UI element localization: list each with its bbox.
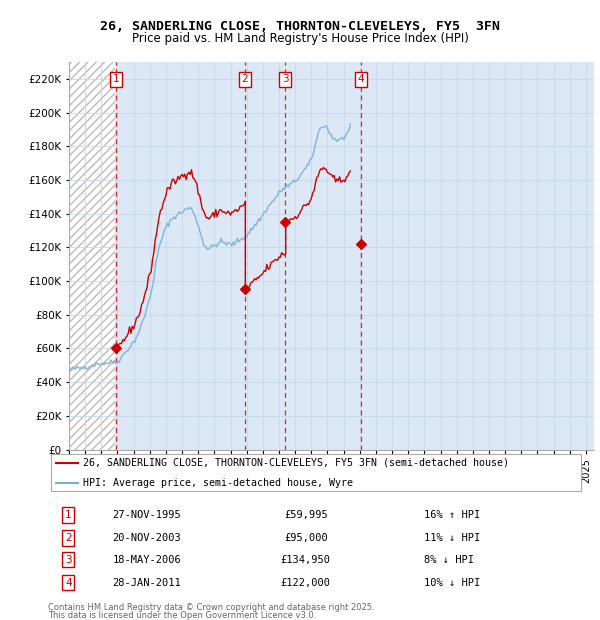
- Text: 16% ↑ HPI: 16% ↑ HPI: [424, 510, 480, 520]
- Text: 1: 1: [113, 74, 119, 84]
- Text: £59,995: £59,995: [284, 510, 328, 520]
- Text: 3: 3: [65, 555, 72, 565]
- Text: 18-MAY-2006: 18-MAY-2006: [112, 555, 181, 565]
- Text: 11% ↓ HPI: 11% ↓ HPI: [424, 533, 480, 543]
- Text: 2: 2: [242, 74, 248, 84]
- Text: 2: 2: [65, 533, 72, 543]
- Text: 26, SANDERLING CLOSE, THORNTON-CLEVELEYS, FY5 3FN (semi-detached house): 26, SANDERLING CLOSE, THORNTON-CLEVELEYS…: [83, 458, 509, 467]
- Text: £134,950: £134,950: [281, 555, 331, 565]
- Text: 26, SANDERLING CLOSE, THORNTON-CLEVELEYS, FY5  3FN: 26, SANDERLING CLOSE, THORNTON-CLEVELEYS…: [100, 20, 500, 33]
- Text: 8% ↓ HPI: 8% ↓ HPI: [424, 555, 474, 565]
- Bar: [69, 62, 115, 450]
- Bar: [69, 62, 115, 450]
- Text: 20-NOV-2003: 20-NOV-2003: [112, 533, 181, 543]
- Text: 27-NOV-1995: 27-NOV-1995: [112, 510, 181, 520]
- Point: [280, 217, 290, 227]
- Point: [112, 343, 121, 353]
- Text: 4: 4: [65, 578, 72, 588]
- Text: HPI: Average price, semi-detached house, Wyre: HPI: Average price, semi-detached house,…: [83, 478, 353, 488]
- Text: 1: 1: [65, 510, 72, 520]
- Text: Price paid vs. HM Land Registry's House Price Index (HPI): Price paid vs. HM Land Registry's House …: [131, 32, 469, 45]
- Point: [240, 285, 250, 294]
- Bar: [115, 62, 594, 450]
- FancyBboxPatch shape: [50, 454, 581, 491]
- Text: 28-JAN-2011: 28-JAN-2011: [112, 578, 181, 588]
- Text: This data is licensed under the Open Government Licence v3.0.: This data is licensed under the Open Gov…: [48, 611, 316, 620]
- Text: 3: 3: [282, 74, 289, 84]
- Text: 10% ↓ HPI: 10% ↓ HPI: [424, 578, 480, 588]
- Text: £122,000: £122,000: [281, 578, 331, 588]
- Point: [356, 239, 366, 249]
- Text: 4: 4: [358, 74, 364, 84]
- Text: Contains HM Land Registry data © Crown copyright and database right 2025.: Contains HM Land Registry data © Crown c…: [48, 603, 374, 612]
- Text: £95,000: £95,000: [284, 533, 328, 543]
